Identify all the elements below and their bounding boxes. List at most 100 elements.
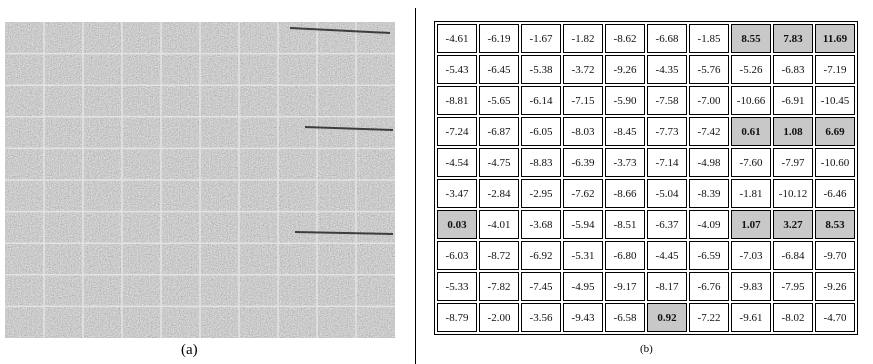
table-cell: -7.73: [647, 117, 687, 146]
table-cell: -9.83: [731, 272, 771, 301]
table-cell: -6.84: [773, 241, 813, 270]
table-cell: -7.45: [521, 272, 561, 301]
table-cell: -6.05: [521, 117, 561, 146]
table-cell: -8.03: [563, 117, 603, 146]
table-cell: -3.68: [521, 210, 561, 239]
table-cell: -4.35: [647, 55, 687, 84]
table-cell: 7.83: [773, 24, 813, 53]
noise-image: [5, 22, 395, 338]
table-cell: -1.85: [689, 24, 729, 53]
table-cell: -7.58: [647, 86, 687, 115]
table-cell: -9.70: [815, 241, 855, 270]
table-cell: -6.59: [689, 241, 729, 270]
table-cell: -10.12: [773, 179, 813, 208]
table-cell: -7.14: [647, 148, 687, 177]
table-cell: -8.62: [605, 24, 645, 53]
table-cell: -7.19: [815, 55, 855, 84]
table-row: -7.24-6.87-6.05-8.03-8.45-7.73-7.420.611…: [437, 117, 855, 146]
table-cell: -4.01: [479, 210, 519, 239]
table-cell: 0.61: [731, 117, 771, 146]
table-cell: -1.81: [731, 179, 771, 208]
table-cell: 0.92: [647, 303, 687, 332]
table-cell: 3.27: [773, 210, 813, 239]
table-cell: -4.70: [815, 303, 855, 332]
table-cell: -8.72: [479, 241, 519, 270]
table-cell: -4.54: [437, 148, 477, 177]
table-cell: -7.95: [773, 272, 813, 301]
table-cell: -1.82: [563, 24, 603, 53]
table-row: -5.43-6.45-5.38-3.72-9.26-4.35-5.76-5.26…: [437, 55, 855, 84]
table-cell: -8.79: [437, 303, 477, 332]
page: {"figure_a": {"caption": "(a)"}, "figure…: [0, 0, 873, 364]
table-cell: -6.45: [479, 55, 519, 84]
table-cell: -7.24: [437, 117, 477, 146]
table-row: -8.81-5.65-6.14-7.15-5.90-7.58-7.00-10.6…: [437, 86, 855, 115]
table-cell: -5.33: [437, 272, 477, 301]
table-row: -3.47-2.84-2.95-7.62-8.66-5.04-8.39-1.81…: [437, 179, 855, 208]
table-cell: -9.17: [605, 272, 645, 301]
table-cell: -8.45: [605, 117, 645, 146]
table-cell: -6.14: [521, 86, 561, 115]
table-cell: -3.72: [563, 55, 603, 84]
caption: (a): [181, 342, 198, 359]
table-cell: -10.60: [815, 148, 855, 177]
table-cell: -5.26: [731, 55, 771, 84]
table-row: -6.03-8.72-6.92-5.31-6.80-4.45-6.59-7.03…: [437, 241, 855, 270]
table-cell: 6.69: [815, 117, 855, 146]
table-cell: -4.45: [647, 241, 687, 270]
table-cell: -2.00: [479, 303, 519, 332]
table-cell: -9.61: [731, 303, 771, 332]
table-cell: -7.15: [563, 86, 603, 115]
table-cell: -8.83: [521, 148, 561, 177]
table-cell: -6.83: [773, 55, 813, 84]
table-cell: -4.75: [479, 148, 519, 177]
table-cell: -7.22: [689, 303, 729, 332]
table-cell: -6.91: [773, 86, 813, 115]
divider: [415, 8, 416, 364]
table-cell: 1.07: [731, 210, 771, 239]
table-cell: -8.51: [605, 210, 645, 239]
table-cell: -2.84: [479, 179, 519, 208]
table-cell: -7.97: [773, 148, 813, 177]
table-cell: -7.60: [731, 148, 771, 177]
table-cell: 8.55: [731, 24, 771, 53]
table-cell: -6.68: [647, 24, 687, 53]
table-cell: -9.26: [815, 272, 855, 301]
table-cell: 11.69: [815, 24, 855, 53]
table-cell: -8.66: [605, 179, 645, 208]
table-row: -4.54-4.75-8.83-6.39-3.73-7.14-4.98-7.60…: [437, 148, 855, 177]
table-cell: -7.82: [479, 272, 519, 301]
table-cell: 0.03: [437, 210, 477, 239]
table-cell: -5.76: [689, 55, 729, 84]
table-cell: -5.38: [521, 55, 561, 84]
table-cell: -1.67: [521, 24, 561, 53]
table-cell: -6.46: [815, 179, 855, 208]
table-cell: -4.61: [437, 24, 477, 53]
table-cell: -5.90: [605, 86, 645, 115]
table-cell: -6.92: [521, 241, 561, 270]
table-cell: -8.39: [689, 179, 729, 208]
caption: (b): [640, 343, 653, 355]
table-cell: -6.37: [647, 210, 687, 239]
table-row: -5.33-7.82-7.45-4.95-9.17-8.17-6.76-9.83…: [437, 272, 855, 301]
table-cell: -4.98: [689, 148, 729, 177]
table-cell: -7.42: [689, 117, 729, 146]
table-cell: -6.19: [479, 24, 519, 53]
table-cell: -9.26: [605, 55, 645, 84]
table-cell: -10.45: [815, 86, 855, 115]
table-cell: -3.47: [437, 179, 477, 208]
table-cell: -2.95: [521, 179, 561, 208]
table-cell: -4.09: [689, 210, 729, 239]
table-cell: -6.80: [605, 241, 645, 270]
table-cell: -10.66: [731, 86, 771, 115]
table-cell: -6.76: [689, 272, 729, 301]
table-cell: -5.04: [647, 179, 687, 208]
table-cell: -7.62: [563, 179, 603, 208]
table-cell: -6.03: [437, 241, 477, 270]
table-cell: 8.53: [815, 210, 855, 239]
table-cell: -6.39: [563, 148, 603, 177]
table-cell: -5.43: [437, 55, 477, 84]
